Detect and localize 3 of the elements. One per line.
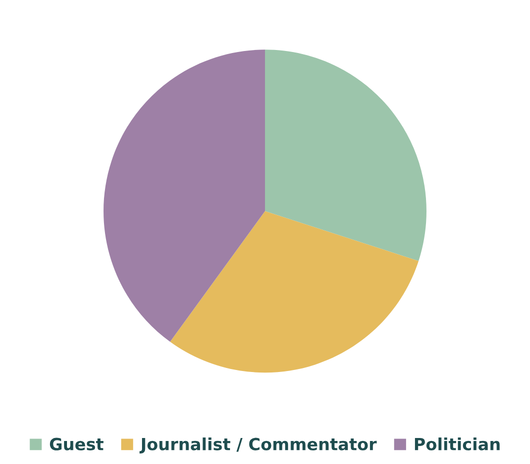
- legend-label: Politician: [414, 438, 500, 450]
- legend-label: Guest: [50, 438, 104, 450]
- legend-label: Journalist / Commentator: [140, 438, 377, 454]
